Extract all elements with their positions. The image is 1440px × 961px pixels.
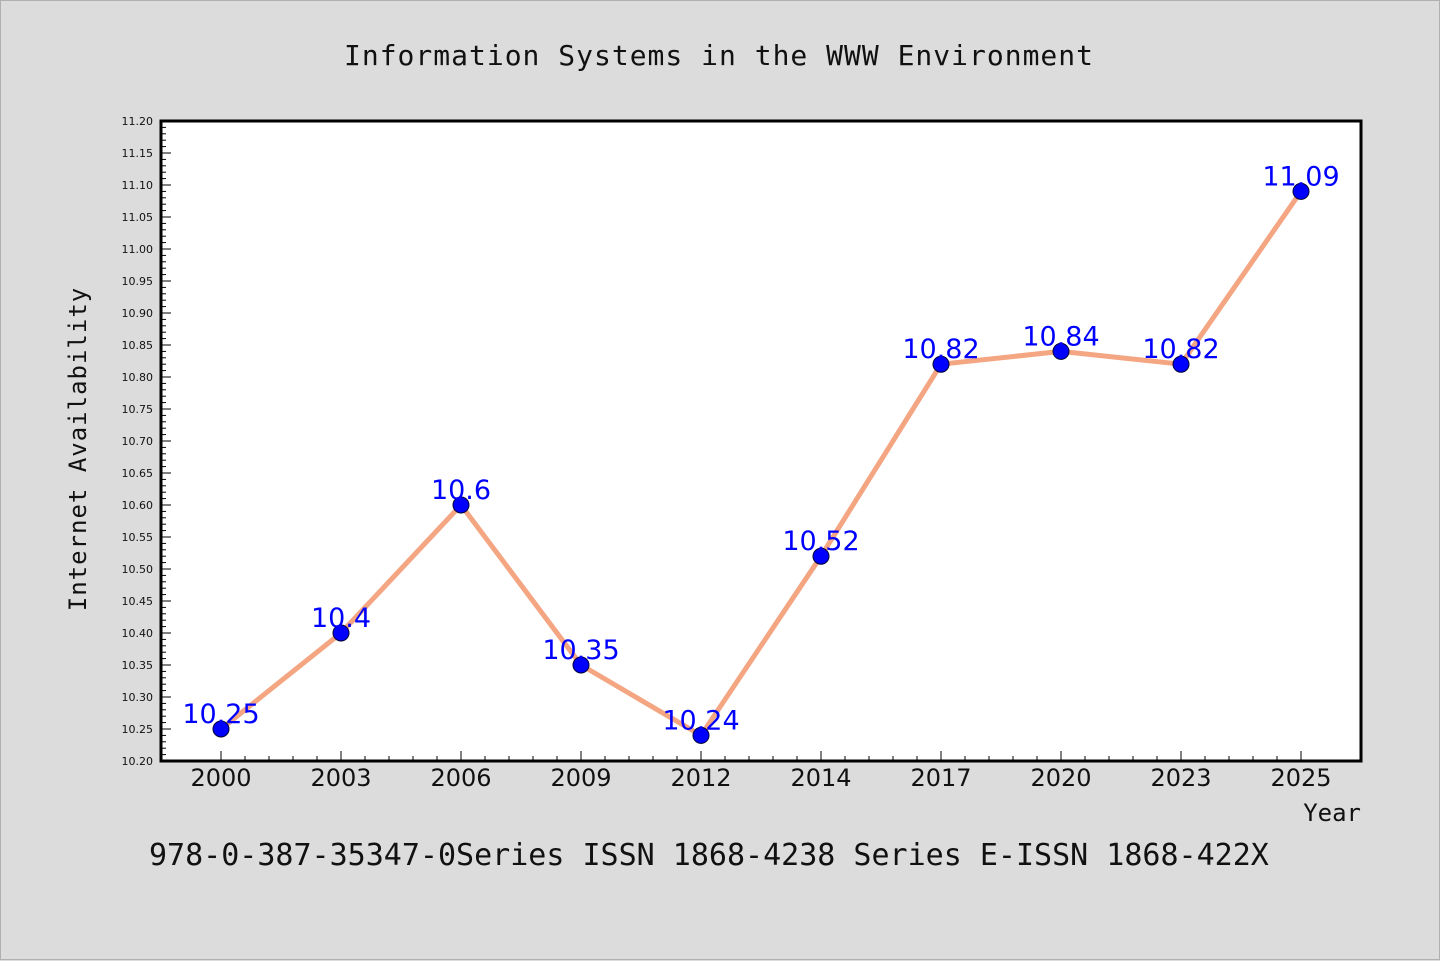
plot-area [159, 119, 1363, 763]
data-label: 10.25 [182, 699, 259, 730]
x-tick-label: 2000 [190, 764, 251, 792]
y-tick-label: 10.85 [122, 339, 154, 352]
data-label: 10.4 [311, 603, 371, 634]
data-label: 10.52 [782, 526, 859, 557]
data-label-group: 10.25 10.4 10.6 10.35 10.24 10.52 10.82 10.84 10… [182, 161, 1339, 736]
x-tick-label: 2003 [310, 764, 371, 792]
series-line-group [219, 189, 1304, 738]
x-tick-label: 2025 [1270, 764, 1331, 792]
x-axis-ticks: 2000 2003 2006 2009 2012 2014 2017 2020 2023 2025 [190, 751, 1332, 792]
data-label: 10.6 [431, 475, 491, 506]
y-tick-label: 10.70 [122, 435, 154, 448]
y-tick-label: 10.55 [122, 531, 154, 544]
y-tick-label: 10.20 [122, 755, 154, 768]
x-tick-label: 2009 [550, 764, 611, 792]
y-tick-label: 11.05 [122, 211, 154, 224]
chart-title: Information Systems in the WWW Environme… [344, 39, 1094, 72]
data-point [1172, 355, 1190, 373]
data-point [812, 547, 830, 565]
y-tick-label: 10.95 [122, 275, 154, 288]
y-tick-label: 10.45 [122, 595, 154, 608]
y-tick-label: 10.60 [122, 499, 154, 512]
y-tick-label: 11.00 [122, 243, 154, 256]
data-label: 10.35 [542, 635, 619, 666]
data-point [572, 656, 590, 674]
data-point [932, 355, 950, 373]
data-point [332, 624, 350, 642]
x-tick-label: 2014 [790, 764, 851, 792]
series-line [219, 189, 1304, 738]
x-axis-label: Year [1303, 799, 1361, 827]
y-tick-label: 11.20 [122, 115, 154, 128]
x-tick-label: 2020 [1030, 764, 1091, 792]
y-tick-label: 10.40 [122, 627, 154, 640]
y-tick-label: 11.15 [122, 147, 154, 160]
y-tick-label: 10.50 [122, 563, 154, 576]
data-point [1052, 342, 1070, 360]
y-tick-label: 11.10 [122, 179, 154, 192]
x-tick-label: 2023 [1150, 764, 1211, 792]
y-axis-ticks: 10.20 10.25 10.30 10.35 10.40 10.45 10.50 10.55… [122, 115, 171, 768]
x-tick-label: 2012 [670, 764, 731, 792]
marker-group [212, 182, 1310, 744]
data-label: 10.82 [1142, 334, 1219, 365]
x-tick-label: 2017 [910, 764, 971, 792]
y-tick-label: 10.25 [122, 723, 154, 736]
y-tick-label: 10.65 [122, 467, 154, 480]
y-tick-label: 10.75 [122, 403, 154, 416]
data-point [1292, 182, 1310, 200]
data-point [212, 720, 230, 738]
data-point [452, 496, 470, 514]
y-tick-label: 10.90 [122, 307, 154, 320]
y-tick-label: 10.80 [122, 371, 154, 384]
data-label: 10.82 [902, 334, 979, 365]
y-axis-label: Internet Availability [64, 287, 92, 611]
y-tick-label: 10.35 [122, 659, 154, 672]
data-label: 11.09 [1262, 161, 1339, 192]
footer-text: 978-0-387-35347-0Series ISSN 1868-4238 S… [149, 838, 1269, 873]
data-label: 10.24 [662, 705, 739, 736]
data-point [692, 726, 710, 744]
y-tick-label: 10.30 [122, 691, 154, 704]
data-label: 10.84 [1022, 321, 1099, 352]
x-tick-label: 2006 [430, 764, 491, 792]
